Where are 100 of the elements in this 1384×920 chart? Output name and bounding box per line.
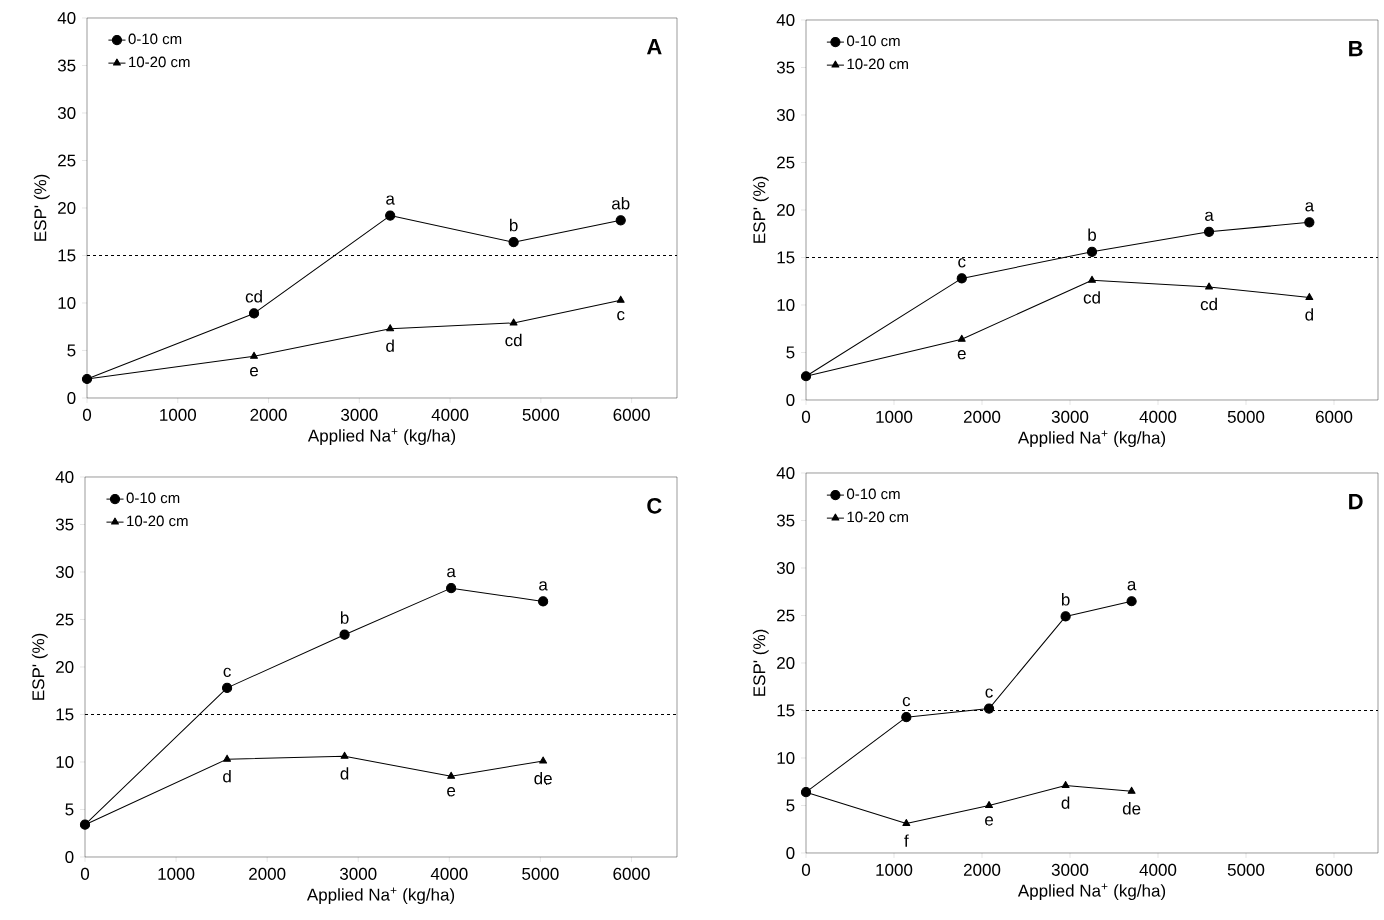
x-tick-label: 0 bbox=[80, 867, 90, 880]
y-tick-label: 20 bbox=[777, 656, 795, 670]
y-axis-title: ESP' (%) bbox=[31, 633, 48, 700]
x-tick-label: 1000 bbox=[876, 410, 913, 423]
y-tick-label: 10 bbox=[56, 755, 74, 769]
y-tick-label: 35 bbox=[776, 61, 795, 74]
y-tick-label: 0 bbox=[67, 391, 76, 405]
y-tick-label: 35 bbox=[55, 518, 74, 531]
point bbox=[1205, 282, 1214, 290]
annotation: a bbox=[1205, 211, 1214, 221]
x-axis-title: Applied Na$^{+}$ (kg/ha) bbox=[306, 887, 455, 905]
annotation: c bbox=[985, 688, 993, 698]
y-tick-label: 10 bbox=[777, 298, 795, 312]
point bbox=[1304, 217, 1315, 228]
x-tick-label: 6000 bbox=[1315, 863, 1353, 876]
y-tick-label: 0 bbox=[786, 846, 795, 860]
y-tick-label: 30 bbox=[776, 561, 795, 575]
point bbox=[538, 596, 549, 607]
annotation: b bbox=[1088, 228, 1097, 241]
x-tick-label: 6000 bbox=[1315, 410, 1353, 423]
y-tick-label: 35 bbox=[57, 59, 76, 72]
annotation: a bbox=[1305, 202, 1315, 212]
x-tick-label: 5000 bbox=[1227, 863, 1265, 876]
legend-label: 10-20 cm bbox=[127, 515, 188, 527]
x-axis-title: Applied Na$^{+}$ (kg/ha) bbox=[307, 428, 456, 446]
y-tick-label: 40 bbox=[776, 466, 795, 480]
point bbox=[1126, 596, 1137, 607]
x-tick-label: 4000 bbox=[1139, 410, 1177, 423]
x-tick-label: 0 bbox=[801, 410, 811, 423]
point bbox=[956, 273, 967, 284]
point bbox=[1060, 611, 1071, 622]
y-tick-label: 15 bbox=[777, 704, 795, 717]
annotation: c bbox=[958, 258, 966, 268]
y-tick-label: 20 bbox=[58, 201, 76, 215]
point bbox=[340, 751, 349, 759]
point bbox=[250, 351, 258, 359]
legend-label: 10-20 cm bbox=[129, 56, 190, 68]
y-tick-label: 20 bbox=[777, 203, 795, 217]
point bbox=[447, 771, 456, 779]
legend-label: 10-20 cm bbox=[847, 511, 908, 523]
x-tick-label: 0 bbox=[82, 408, 92, 421]
point bbox=[339, 629, 350, 640]
annotation: e bbox=[250, 367, 258, 377]
annotation: B bbox=[1349, 41, 1363, 57]
annotation: a bbox=[447, 567, 456, 578]
x-tick-label: 3000 bbox=[341, 408, 378, 421]
annotation: C bbox=[647, 498, 662, 514]
annotation: cd bbox=[245, 290, 262, 303]
annotation: cd bbox=[505, 333, 522, 347]
x-tick-label: 4000 bbox=[1139, 863, 1177, 876]
annotation: c bbox=[223, 667, 231, 678]
y-tick-label: 10 bbox=[58, 296, 76, 310]
annotation: a bbox=[1127, 581, 1137, 591]
y-tick-label: 25 bbox=[56, 613, 74, 626]
point bbox=[1086, 246, 1098, 257]
x-tick-label: 6000 bbox=[613, 408, 650, 421]
x-tick-label: 2000 bbox=[963, 863, 1001, 876]
y-tick-label: 25 bbox=[777, 156, 795, 169]
y-tick-label: 20 bbox=[56, 660, 74, 674]
point bbox=[1127, 786, 1136, 794]
y-tick-label: 15 bbox=[777, 251, 795, 264]
point bbox=[983, 703, 995, 714]
y-axis-title: ESP' (%) bbox=[752, 629, 769, 696]
point bbox=[957, 334, 966, 342]
x-tick-label: 3000 bbox=[1051, 863, 1089, 876]
legend-label: 10-20 cm bbox=[847, 58, 908, 70]
point bbox=[509, 318, 518, 326]
annotation: d bbox=[386, 339, 394, 352]
y-tick-label: 5 bbox=[786, 799, 795, 812]
x-tick-label: 5000 bbox=[522, 867, 559, 880]
y-tick-label: 0 bbox=[65, 850, 74, 864]
x-tick-label: 2000 bbox=[963, 410, 1001, 423]
x-tick-label: 5000 bbox=[522, 408, 560, 421]
annotation: de bbox=[1122, 802, 1141, 815]
x-tick-label: 4000 bbox=[431, 408, 469, 421]
annotation: f bbox=[904, 834, 909, 847]
y-axis-title: ESP' (%) bbox=[33, 174, 50, 241]
point bbox=[446, 583, 457, 594]
y-tick-label: 5 bbox=[67, 344, 76, 357]
annotation: cd bbox=[1083, 291, 1100, 304]
point bbox=[385, 210, 396, 221]
legend-label: 0-10 cm bbox=[128, 33, 182, 45]
x-tick-label: 3000 bbox=[339, 867, 377, 880]
point bbox=[248, 308, 260, 319]
x-axis-title: Applied Na$^{+}$ (kg/ha) bbox=[1017, 430, 1166, 448]
y-tick-label: 40 bbox=[55, 470, 74, 484]
point bbox=[508, 237, 519, 248]
annotation: d bbox=[340, 767, 349, 780]
annotation: a bbox=[386, 195, 395, 205]
legend-label: 0-10 cm bbox=[847, 488, 900, 500]
y-tick-label: 40 bbox=[776, 13, 795, 27]
annotation: ab bbox=[611, 196, 630, 210]
point bbox=[1088, 275, 1096, 283]
point bbox=[615, 215, 626, 226]
x-tick-label: 6000 bbox=[613, 867, 650, 880]
y-tick-label: 35 bbox=[776, 514, 795, 527]
annotation: b bbox=[1061, 593, 1070, 606]
point bbox=[223, 754, 232, 762]
point bbox=[901, 712, 912, 723]
point bbox=[221, 682, 233, 693]
